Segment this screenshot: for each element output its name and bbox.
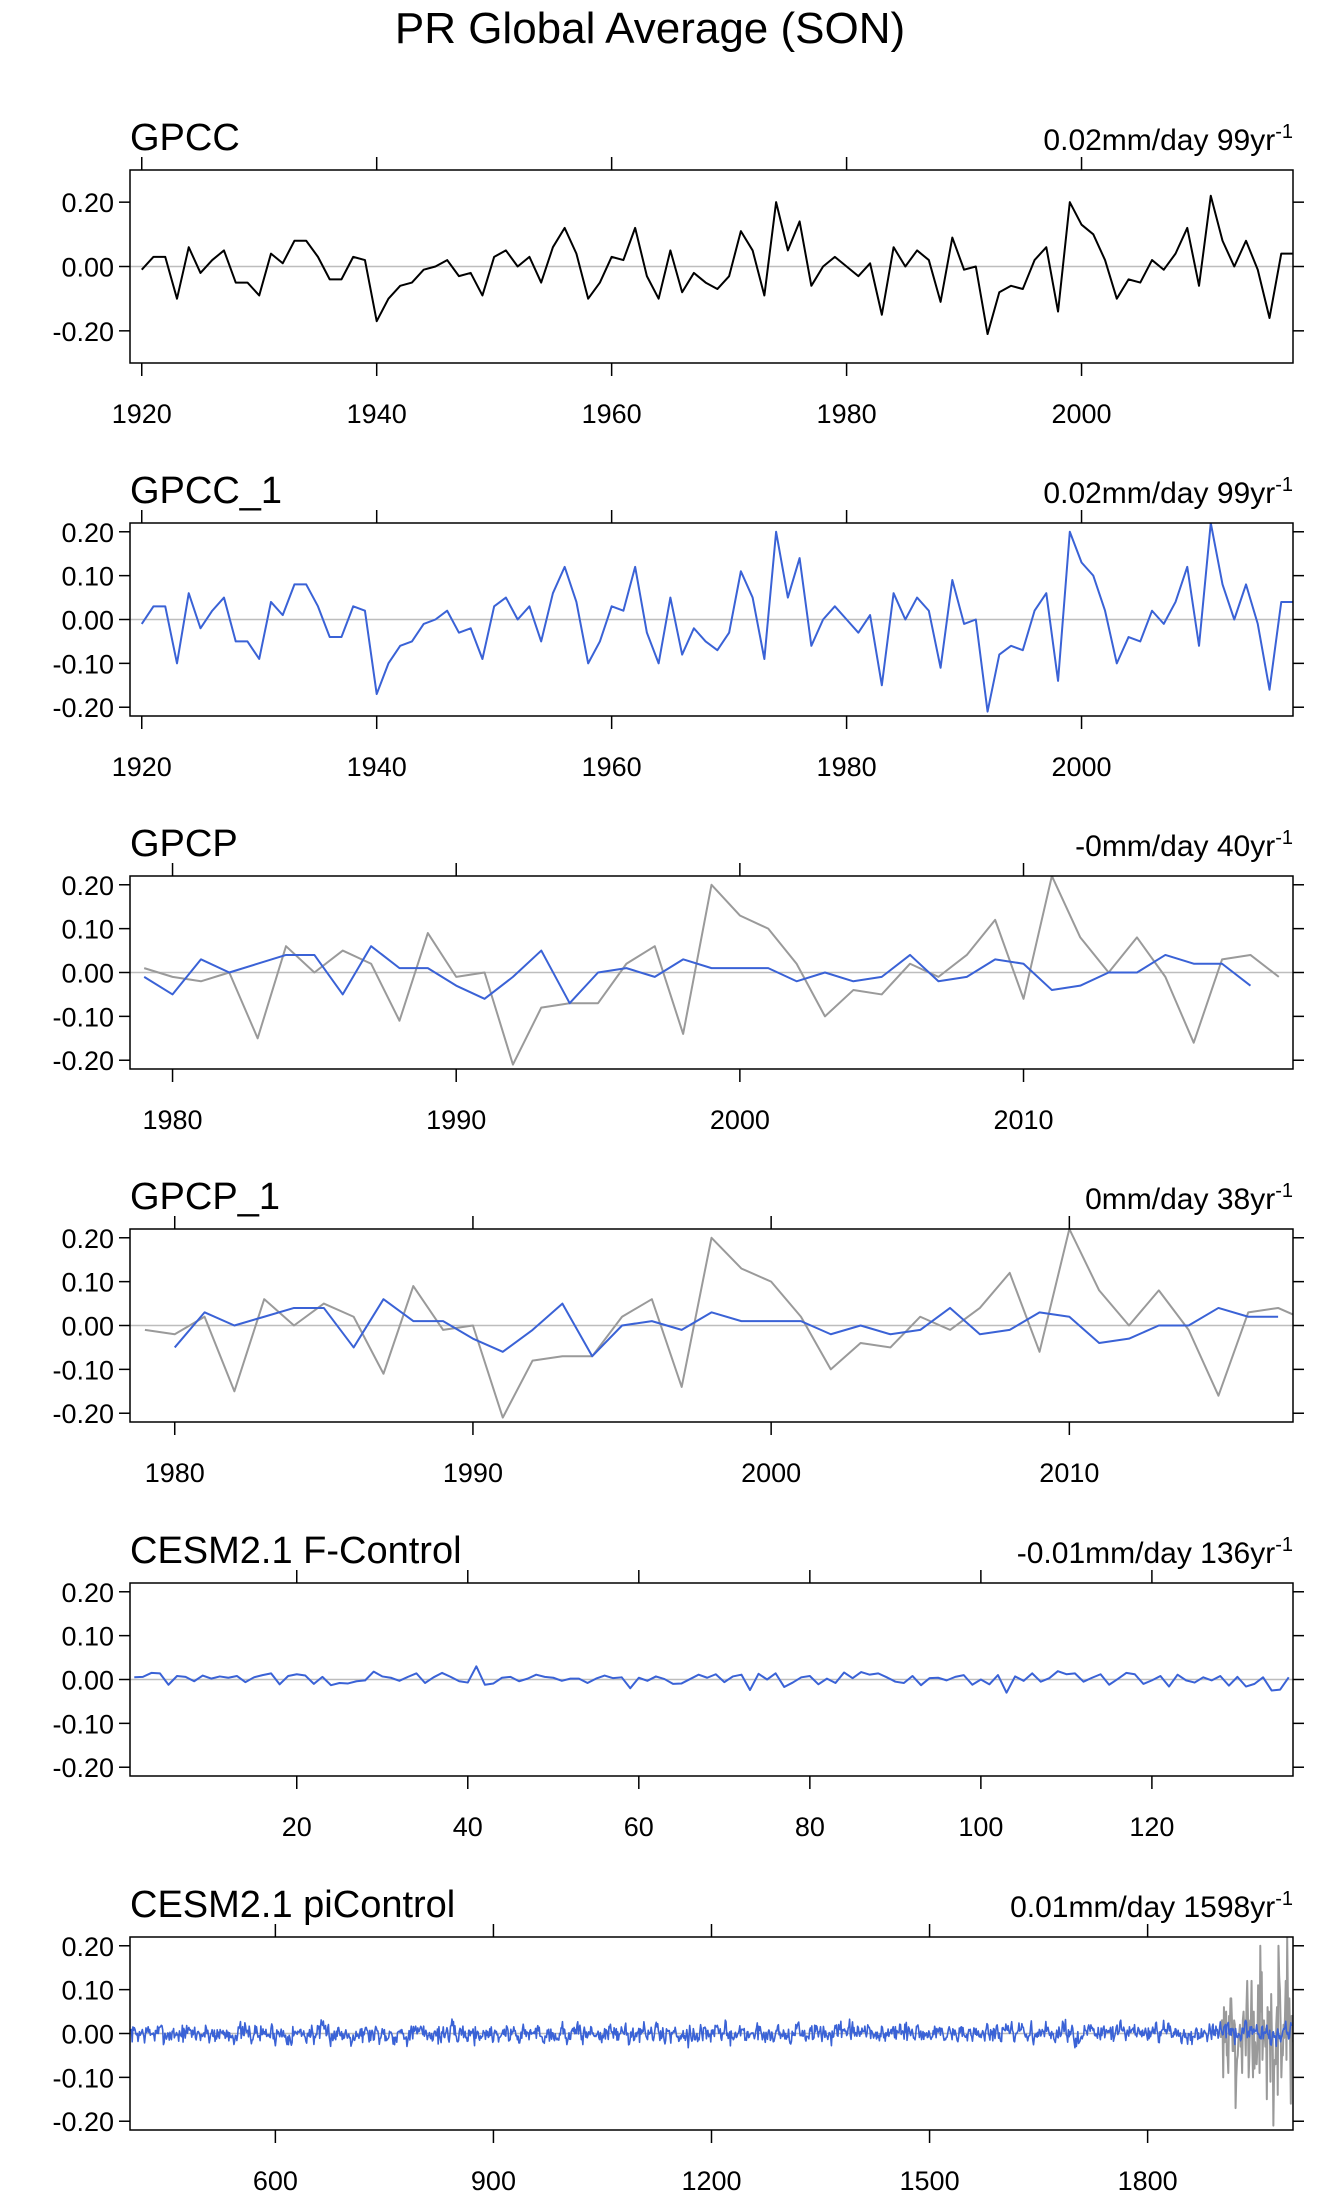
y-tick-label: -0.20: [52, 1753, 114, 1783]
series-line-gpcc-overlay: [1220, 1937, 1293, 2127]
y-tick-label: 0.20: [61, 1932, 114, 1962]
trend-label-text: -0.01mm/day 136yr: [1017, 1537, 1275, 1570]
trend-label: 0.02mm/day 99yr-1: [1043, 474, 1293, 510]
y-tick-label: -0.20: [52, 2107, 114, 2137]
trend-label-superscript: -1: [1275, 1180, 1293, 1202]
panel-title: GPCC_1: [130, 470, 282, 512]
chart-panel-2: GPCC_1 0.02mm/day 99yr-1 -0.20 -0.10 0.00 0.1…: [52, 470, 1304, 782]
x-tick-label: 1200: [681, 2166, 741, 2196]
panel-title: CESM2.1 piControl: [130, 1884, 455, 1926]
chart-panel-4: GPCP_1 0mm/day 38yr-1 -0.20 -0.10 0.00 0.10 0.…: [52, 1176, 1304, 1488]
panel-title: GPCP: [130, 823, 238, 865]
y-tick-label: 0.00: [61, 253, 114, 283]
trend-label-text: 0mm/day 38yr: [1085, 1183, 1275, 1216]
panel-title: GPCP_1: [130, 1176, 280, 1218]
y-tick-label: 0.00: [61, 959, 114, 989]
panel-title: GPCC: [130, 117, 240, 159]
trend-label-text: 0.02mm/day 99yr: [1043, 124, 1275, 157]
series-line-gpcc-subset: [144, 1229, 1293, 1419]
chart-panel-1: GPCC 0.02mm/day 99yr-1 -0.20 0.00 0.20 1920 19…: [52, 117, 1304, 429]
x-tick-label: 20: [282, 1812, 312, 1842]
trend-label-superscript: -1: [1275, 827, 1293, 849]
series-line-f-control: [134, 1665, 1290, 1694]
trend-label-text: 0.02mm/day 99yr: [1043, 477, 1275, 510]
x-tick-label: 2000: [741, 1458, 801, 1488]
y-tick-label: 0.20: [61, 1578, 114, 1608]
chart-panel-5: CESM2.1 F-Control -0.01mm/day 136yr-1 -0.2…: [52, 1530, 1304, 1842]
y-tick-label: 0.20: [61, 518, 114, 548]
series-line-picontrol: [130, 2018, 1293, 2049]
trend-label-text: 0.01mm/day 1598yr: [1010, 1891, 1275, 1924]
x-tick-label: 1500: [900, 2166, 960, 2196]
x-tick-label: 2000: [1052, 752, 1112, 782]
trend-label-superscript: -1: [1275, 1534, 1293, 1556]
y-tick-label: 0.00: [61, 1312, 114, 1342]
x-tick-label: 1990: [443, 1458, 503, 1488]
series-line-gpcp: [143, 945, 1252, 1005]
x-tick-label: 600: [253, 2166, 298, 2196]
y-tick-label: 0.00: [61, 606, 114, 636]
y-tick-label: 0.20: [61, 871, 114, 901]
y-tick-label: -0.20: [52, 1046, 114, 1076]
series-line-gpcc-1: [140, 523, 1293, 713]
y-tick-label: -0.10: [52, 1709, 114, 1739]
y-tick-label: -0.10: [52, 649, 114, 679]
x-tick-label: 2000: [710, 1105, 770, 1135]
series-line-gpcc-subset: [143, 876, 1280, 1066]
x-tick-label: 1980: [145, 1458, 205, 1488]
x-tick-label: 2010: [1039, 1458, 1099, 1488]
y-tick-label: 0.20: [61, 188, 114, 218]
chart-panel-3: GPCP -0mm/day 40yr-1 -0.20 -0.10 0.00 0.10 0.2…: [52, 823, 1304, 1135]
trend-label-superscript: -1: [1275, 1888, 1293, 1910]
x-tick-label: 100: [958, 1812, 1003, 1842]
x-tick-label: 2000: [1052, 399, 1112, 429]
x-tick-label: 1920: [112, 752, 172, 782]
trend-label: 0mm/day 38yr-1: [1085, 1180, 1293, 1216]
x-tick-label: 1980: [817, 752, 877, 782]
x-tick-label: 80: [795, 1812, 825, 1842]
y-tick-label: -0.20: [52, 693, 114, 723]
trend-label: 0.01mm/day 1598yr-1: [1010, 1888, 1293, 1924]
y-tick-label: 0.10: [61, 562, 114, 592]
series-line-gpcc: [141, 194, 1293, 336]
x-tick-label: 2010: [993, 1105, 1053, 1135]
x-tick-label: 1980: [143, 1105, 203, 1135]
trend-label-superscript: -1: [1275, 474, 1293, 496]
y-tick-label: 0.10: [61, 1268, 114, 1298]
x-tick-label: 1990: [426, 1105, 486, 1135]
x-tick-label: 120: [1129, 1812, 1174, 1842]
y-tick-label: -0.10: [52, 2063, 114, 2093]
y-tick-label: -0.10: [52, 1002, 114, 1032]
trend-label: -0mm/day 40yr-1: [1075, 827, 1293, 863]
panel-title: CESM2.1 F-Control: [130, 1530, 462, 1572]
y-tick-label: 0.20: [61, 1224, 114, 1254]
trend-label-superscript: -1: [1275, 121, 1293, 143]
y-tick-label: 0.10: [61, 1976, 114, 2006]
x-tick-label: 1920: [112, 399, 172, 429]
series-line-gpcp-1: [173, 1298, 1279, 1358]
y-tick-label: 0.00: [61, 1666, 114, 1696]
x-tick-label: 1980: [817, 399, 877, 429]
x-tick-label: 1960: [582, 399, 642, 429]
chart-panel-6: CESM2.1 piControl 0.01mm/day 1598yr-1 -0.2…: [52, 1884, 1304, 2196]
x-tick-label: 1940: [347, 752, 407, 782]
x-tick-label: 40: [453, 1812, 483, 1842]
x-tick-label: 1940: [347, 399, 407, 429]
y-tick-label: 0.10: [61, 915, 114, 945]
x-tick-label: 900: [471, 2166, 516, 2196]
y-tick-label: -0.20: [52, 1399, 114, 1429]
x-tick-label: 1800: [1118, 2166, 1178, 2196]
y-tick-label: -0.10: [52, 1355, 114, 1385]
trend-label: -0.01mm/day 136yr-1: [1017, 1534, 1293, 1570]
y-tick-label: -0.20: [52, 317, 114, 347]
y-tick-label: 0.10: [61, 1622, 114, 1652]
x-tick-label: 1960: [582, 752, 642, 782]
chart-main-title: PR Global Average (SON): [394, 4, 906, 53]
trend-label-text: -0mm/day 40yr: [1075, 830, 1275, 863]
y-tick-label: 0.00: [61, 2020, 114, 2050]
x-tick-label: 60: [624, 1812, 654, 1842]
trend-label: 0.02mm/day 99yr-1: [1043, 121, 1293, 157]
